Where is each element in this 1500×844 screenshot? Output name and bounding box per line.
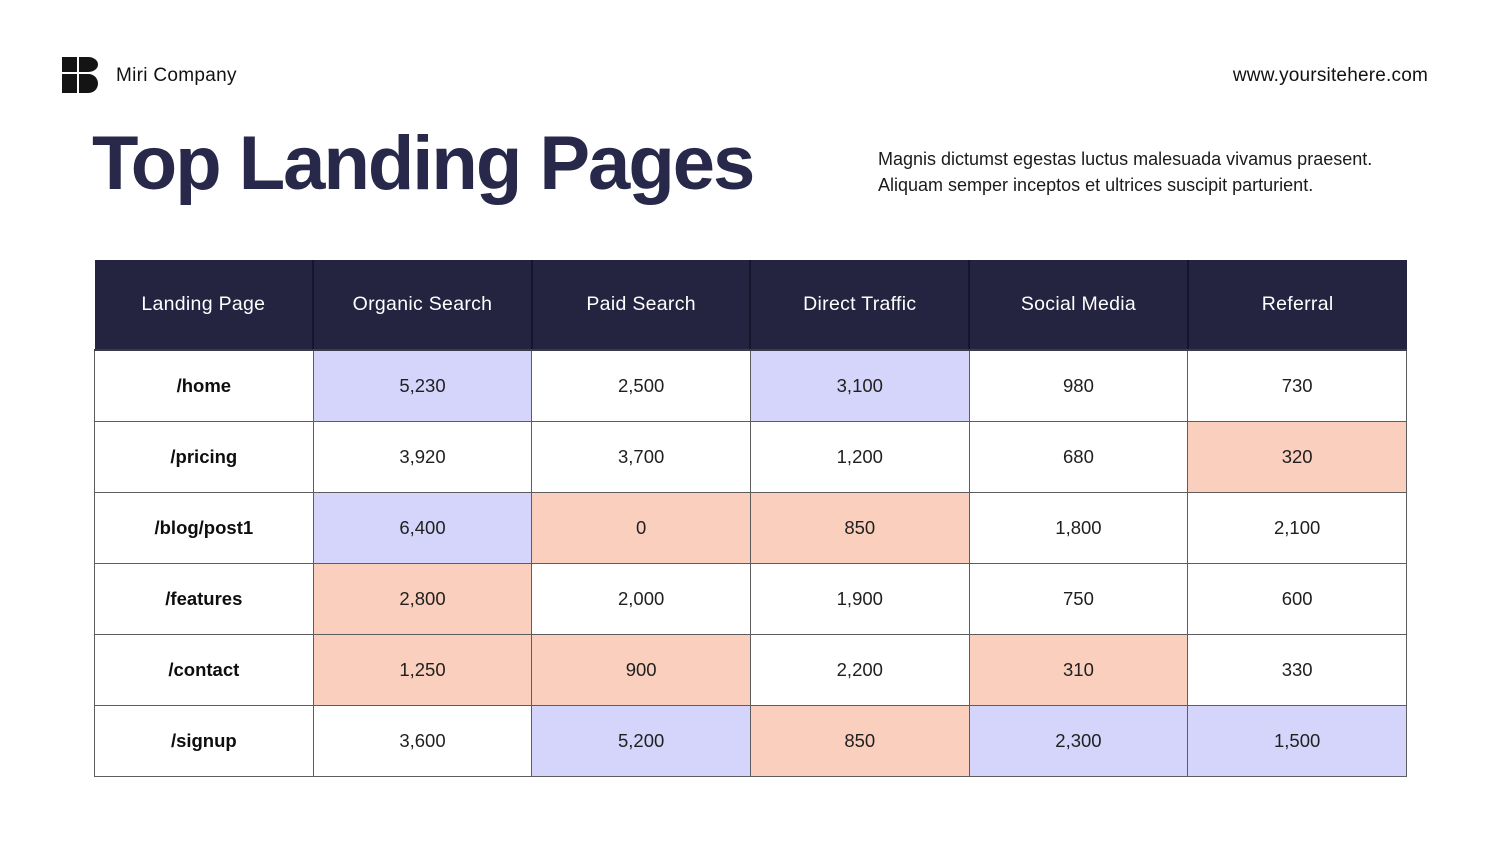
row-label: /home — [94, 349, 314, 422]
data-cell: 980 — [968, 349, 1189, 422]
column-header: Paid Search — [530, 260, 751, 351]
data-cell: 0 — [531, 492, 751, 564]
data-cell: 320 — [1187, 421, 1407, 493]
data-cell: 850 — [749, 705, 970, 777]
data-cell: 850 — [749, 492, 970, 564]
column-header: Organic Search — [312, 260, 532, 351]
data-cell: 1,500 — [1187, 705, 1407, 777]
data-cell: 2,200 — [749, 634, 970, 706]
website-url: www.yoursitehere.com — [1232, 65, 1428, 86]
brand: Miri Company — [62, 57, 237, 95]
table-header-row: Landing Page Organic Search Paid Search Dir… — [94, 260, 1407, 351]
top-bar: Miri Company www.yoursitehere.com — [62, 54, 1428, 98]
row-label: /contact — [94, 634, 314, 706]
data-cell: 680 — [968, 421, 1189, 493]
data-cell: 730 — [1187, 349, 1407, 422]
row-label: /blog/post1 — [94, 492, 314, 564]
data-cell: 310 — [968, 634, 1189, 706]
column-header: Landing Page — [94, 260, 314, 351]
data-cell: 2,100 — [1187, 492, 1407, 564]
landing-pages-table-wrap: Landing Page Organic Search Paid Search Dir… — [94, 260, 1407, 777]
data-cell: 1,900 — [749, 563, 970, 635]
data-cell: 5,230 — [312, 349, 533, 422]
data-cell: 5,200 — [531, 705, 751, 777]
table-body: /home 5,230 2,500 3,100 980 730/pricing 3,920 3… — [94, 349, 1407, 777]
table-row: /features 2,800 2,000 1,900 750 600 — [94, 563, 1407, 635]
data-cell: 2,800 — [312, 563, 533, 635]
landing-pages-table: Landing Page Organic Search Paid Search Dir… — [94, 260, 1407, 777]
data-cell: 1,250 — [312, 634, 533, 706]
data-cell: 600 — [1187, 563, 1407, 635]
table-header: Landing Page Organic Search Paid Search Dir… — [94, 260, 1407, 351]
data-cell: 3,600 — [312, 705, 533, 777]
column-header: Social Media — [968, 260, 1188, 351]
description-line-1: Magnis dictumst egestas luctus malesuada… — [878, 149, 1373, 169]
brand-logo-icon — [62, 57, 100, 95]
table-row: /home 5,230 2,500 3,100 980 730 — [94, 349, 1407, 422]
data-cell: 2,000 — [531, 563, 751, 635]
data-cell: 3,700 — [531, 421, 751, 493]
brand-name: Miri Company — [116, 65, 237, 86]
data-cell: 2,500 — [531, 349, 751, 422]
data-cell: 3,100 — [749, 349, 970, 422]
table-row: /contact 1,250 900 2,200 310 330 — [94, 634, 1407, 706]
data-cell: 3,920 — [312, 421, 533, 493]
row-label: /features — [94, 563, 314, 635]
table-row: /pricing 3,920 3,700 1,200 680 320 — [94, 421, 1407, 493]
column-header: Direct Traffic — [749, 260, 970, 351]
description-line-2: Aliquam semper inceptos et ultrices susc… — [878, 175, 1314, 196]
row-label: /pricing — [94, 421, 314, 493]
data-cell: 1,200 — [749, 421, 970, 493]
data-cell: 1,800 — [968, 492, 1189, 564]
data-cell: 330 — [1187, 634, 1407, 706]
page-title: Top Landing Pages — [92, 121, 755, 206]
data-cell: 6,400 — [312, 492, 533, 564]
data-cell: 750 — [968, 563, 1189, 635]
row-label: /signup — [94, 705, 314, 777]
description-text: Magnis dictumst egestas luctus malesuada… — [878, 146, 1438, 198]
data-cell: 2,300 — [968, 705, 1189, 777]
table-row: /blog/post1 6,400 0 850 1,800 2,100 — [94, 492, 1407, 564]
table-row: /signup 3,600 5,200 850 2,300 1,500 — [94, 705, 1407, 777]
column-header: Referral — [1186, 260, 1407, 351]
data-cell: 900 — [531, 634, 751, 706]
